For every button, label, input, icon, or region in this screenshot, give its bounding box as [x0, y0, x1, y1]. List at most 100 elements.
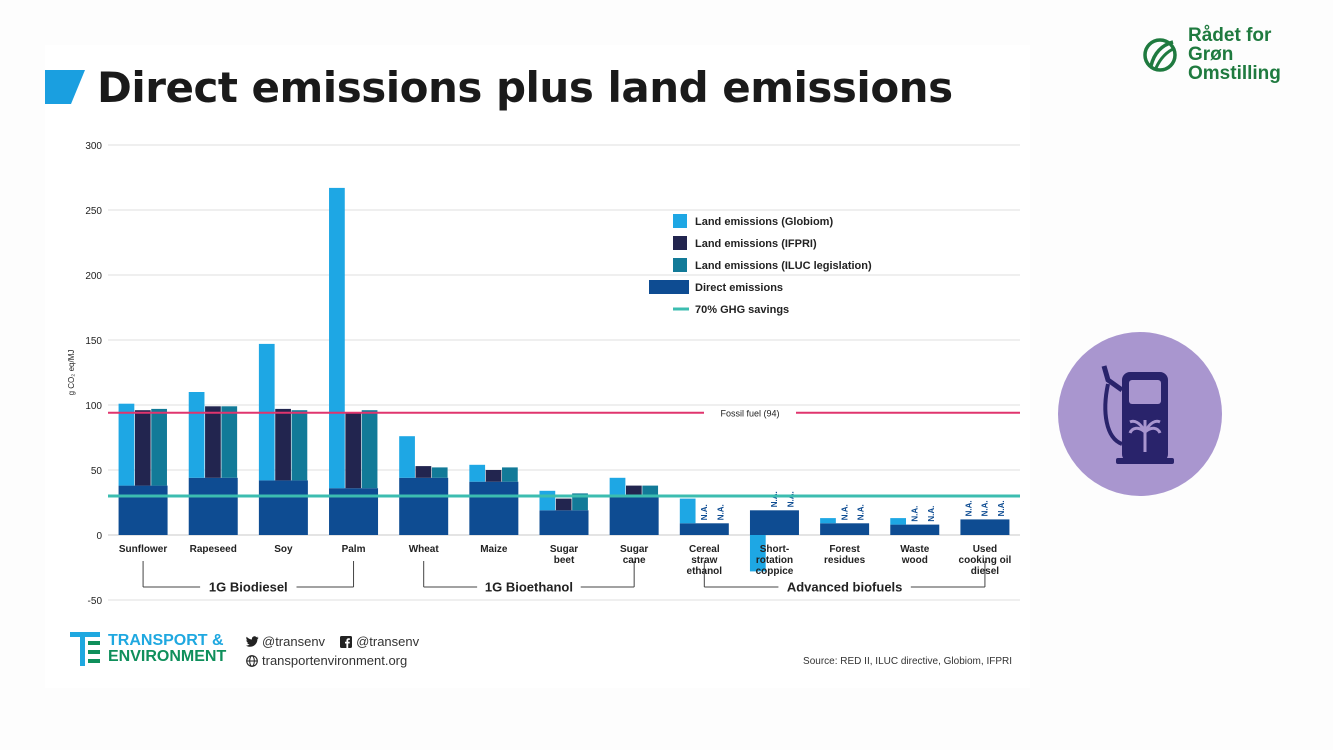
source-note: Source: RED II, ILUC directive, Globiom,…	[803, 656, 1012, 667]
legend-label: Land emissions (IFPRI)	[695, 238, 817, 250]
brand-line-3: Omstilling	[1188, 63, 1281, 84]
title-parallelogram-icon	[45, 70, 85, 104]
bar-direct-emissions	[539, 510, 589, 535]
group-label: Advanced biofuels	[787, 580, 903, 595]
y-tick-label: 200	[85, 271, 102, 282]
x-tick-label: wood	[901, 555, 928, 566]
facebook-icon	[339, 635, 353, 649]
legend-label: Direct emissions	[695, 282, 783, 294]
te-name-line-2: ENVIRONMENT	[108, 648, 227, 665]
legend-swatch	[673, 236, 687, 250]
bar-direct-emissions	[188, 477, 238, 535]
y-tick-label: 150	[85, 336, 102, 347]
na-label: N.A.	[857, 504, 866, 520]
brand-line-1: Rådet for	[1188, 25, 1272, 46]
bar-direct-emissions	[890, 524, 940, 535]
x-tick-label: Waste	[900, 544, 930, 555]
bar-direct-emissions	[399, 477, 449, 535]
legend-label: Land emissions (Globiom)	[695, 216, 833, 228]
bar-land-ifpri	[555, 498, 572, 511]
bar-land-globiom	[118, 403, 135, 486]
x-tick-label: straw	[691, 555, 717, 566]
social-links: @transenv @transenv transportenvironment…	[245, 632, 419, 670]
bar-land-ifpri	[415, 466, 432, 478]
bar-land-globiom	[609, 477, 626, 498]
bar-land-ifpri	[345, 412, 362, 489]
legend-label: 70% GHG savings	[695, 304, 789, 316]
globe-icon	[245, 654, 259, 668]
x-tick-label: Forest	[829, 544, 860, 555]
bar-land-iluc	[502, 467, 518, 482]
na-label: N.A.	[997, 500, 1006, 516]
bar-land-ifpri	[205, 406, 221, 478]
bar-direct-emissions	[679, 523, 729, 535]
y-tick-label: 300	[85, 141, 102, 152]
y-tick-label: 250	[85, 206, 102, 217]
bar-land-ifpri	[275, 408, 291, 481]
brand-logo: Rådet for Grøn Omstilling	[1142, 26, 1281, 83]
bar-land-ifpri	[134, 410, 151, 486]
legend-swatch	[673, 258, 687, 272]
x-tick-label: cooking oil	[959, 555, 1012, 566]
y-tick-label: 50	[91, 466, 103, 477]
website-link[interactable]: transportenvironment.org	[262, 653, 408, 668]
na-label: N.A.	[927, 506, 936, 522]
te-logo: TRANSPORT & ENVIRONMENT	[70, 632, 226, 666]
fossil-fuel-label: Fossil fuel (94)	[720, 408, 779, 418]
na-label: N.A.	[716, 504, 725, 520]
na-label: N.A.	[786, 491, 795, 507]
x-tick-label: beet	[554, 555, 575, 566]
bar-land-globiom	[329, 187, 345, 489]
te-name-line-1: TRANSPORT &	[108, 632, 224, 649]
x-tick-label: Cereal	[689, 544, 720, 555]
twitter-icon	[245, 635, 259, 649]
x-tick-label: Rapeseed	[190, 544, 237, 555]
na-label: N.A.	[910, 506, 919, 522]
bar-land-iluc	[221, 406, 238, 478]
group-label: 1G Bioethanol	[485, 580, 573, 595]
x-tick-label: cane	[623, 555, 646, 566]
te-name: TRANSPORT & ENVIRONMENT	[108, 633, 226, 665]
bar-land-iluc	[642, 485, 659, 498]
title-block: Direct emissions plus land emissions	[45, 62, 953, 112]
na-label: N.A.	[840, 504, 849, 520]
bar-direct-emissions	[820, 523, 870, 535]
y-axis-label: g CO₂ eq/MJ	[67, 350, 76, 396]
bar-land-ifpri	[625, 485, 642, 498]
y-tick-label: -50	[88, 596, 103, 607]
facebook-handle[interactable]: @transenv	[356, 634, 420, 649]
bar-land-ifpri	[485, 470, 502, 482]
bar-land-iluc	[151, 408, 167, 486]
emissions-chart: 300 250 200 150 100 50 0 -50 g CO₂ eq/MJ Sunflowe…	[67, 141, 1020, 607]
te-mark-icon	[70, 632, 100, 666]
x-tick-label: coppice	[756, 566, 794, 577]
x-tick-label: Palm	[342, 544, 366, 555]
bar-land-globiom	[188, 392, 205, 478]
bar-land-globiom	[749, 535, 766, 572]
x-tick-label: rotation	[756, 555, 793, 566]
bar-land-iluc	[572, 493, 588, 511]
page-title: Direct emissions plus land emissions	[97, 62, 953, 112]
na-label: N.A.	[700, 504, 709, 520]
legend-label: Land emissions (ILUC legislation)	[695, 260, 872, 272]
bar-land-globiom	[820, 518, 836, 524]
bar-direct-emissions	[609, 497, 659, 535]
bar-direct-emissions	[118, 485, 168, 535]
fossil-label-bg	[704, 405, 796, 419]
legend-swatch	[649, 280, 689, 294]
x-tick-label: Maize	[480, 544, 508, 555]
x-tick-label: Sugar	[550, 544, 578, 555]
twitter-handle[interactable]: @transenv	[262, 634, 326, 649]
bar-land-iluc	[431, 467, 448, 478]
bar-direct-emissions	[960, 519, 1010, 535]
footer: TRANSPORT & ENVIRONMENT @transenv @trans…	[70, 632, 1020, 672]
bar-land-globiom	[399, 436, 415, 478]
x-tick-label: Wheat	[409, 544, 440, 555]
y-tick-label: 100	[85, 401, 102, 412]
bar-direct-emissions	[258, 480, 308, 535]
na-label: N.A.	[964, 500, 973, 516]
x-tick-label: Soy	[274, 544, 293, 555]
bar-land-iluc	[361, 410, 378, 489]
x-tick-label: Used	[973, 544, 997, 555]
x-tick-label: Sugar	[620, 544, 648, 555]
